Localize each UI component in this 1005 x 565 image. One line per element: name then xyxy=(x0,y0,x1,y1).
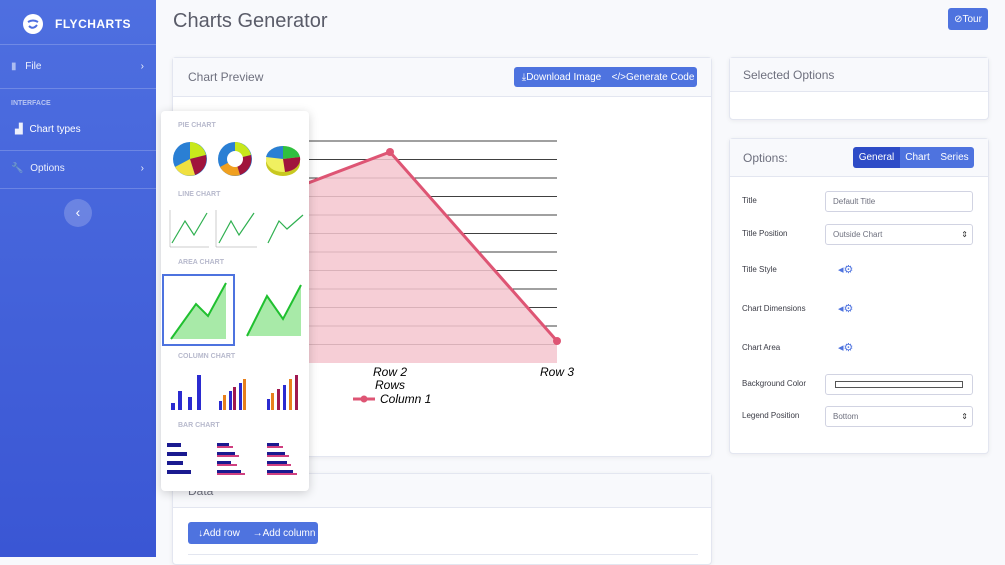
add-column-button[interactable]: → Add column xyxy=(250,522,318,544)
pie-thumbnails xyxy=(173,142,301,176)
sidebar: FLYCHARTS ▮ File › INTERFACE ▟ Chart type… xyxy=(0,0,156,557)
selected-options-card: Selected Options xyxy=(729,57,989,120)
logo xyxy=(23,14,43,34)
legend-label: Column 1 xyxy=(380,392,431,406)
add-row-button[interactable]: ↓ Add row xyxy=(188,522,250,544)
collapse-button[interactable]: ‹ xyxy=(64,199,92,227)
tour-label: Tour xyxy=(962,13,982,25)
section-title: BAR CHART xyxy=(178,422,220,429)
add-row-label: Add row xyxy=(203,527,240,539)
section-title: LINE CHART xyxy=(178,191,221,198)
tab-chart[interactable]: Chart xyxy=(900,147,935,168)
column-thumbnails xyxy=(171,375,298,410)
settings-toggle[interactable]: ◂⚙ xyxy=(838,303,854,315)
field-label: Legend Position xyxy=(742,411,800,420)
point xyxy=(386,148,394,156)
file-label: File xyxy=(25,61,42,72)
x-tick-label: Row 3 xyxy=(540,365,574,379)
field-label: Chart Area xyxy=(742,343,781,352)
selected-options-title: Selected Options xyxy=(730,58,988,92)
selected-value: Bottom xyxy=(833,412,859,421)
chart-type-menu: PIE CHART LINE CHART AREA CHART COLUMN C… xyxy=(161,111,309,491)
section-title: COLUMN CHART xyxy=(178,353,236,360)
tab-series[interactable]: Series xyxy=(935,147,974,168)
section-heading: INTERFACE xyxy=(11,100,51,107)
selected-value: Outside Chart xyxy=(833,230,883,239)
select-input[interactable]: Bottom ⇕ xyxy=(825,406,973,427)
tab-general[interactable]: General xyxy=(853,147,900,168)
options-menu[interactable]: 🔧 Options › xyxy=(11,163,144,174)
field-label: Title Position xyxy=(742,229,788,238)
file-menu[interactable]: ▮ File › xyxy=(11,61,144,72)
field-label: Title xyxy=(742,196,757,205)
section-title: AREA CHART xyxy=(178,259,225,266)
settings-toggle[interactable]: ◂⚙ xyxy=(838,264,854,276)
generate-code-button[interactable]: </> Generate Code xyxy=(609,67,697,87)
chart-types-menu[interactable]: ▟ Chart types xyxy=(15,124,81,135)
generate-code-label: Generate Code xyxy=(626,71,695,83)
field-label: Title Style xyxy=(742,265,777,274)
area-fill xyxy=(250,152,557,363)
download-button[interactable]: ⤓ Download Image xyxy=(514,67,609,87)
point xyxy=(553,337,561,345)
chart-thumbnails xyxy=(162,142,304,475)
tour-button[interactable]: ⊘ Tour xyxy=(948,8,988,30)
bar-thumbnails xyxy=(167,443,297,475)
color-input[interactable] xyxy=(825,374,973,395)
placeholder: Default Title xyxy=(833,197,876,206)
x-axis-title: Rows xyxy=(375,378,405,392)
page-title: Charts Generator xyxy=(173,10,328,32)
legend-marker xyxy=(360,395,368,403)
chart-types-label: Chart types xyxy=(29,124,81,135)
area-thumbnails xyxy=(170,282,302,340)
select-input[interactable]: Outside Chart ⇕ xyxy=(825,224,973,245)
options-label: Options xyxy=(30,163,65,174)
settings-toggle[interactable]: ◂⚙ xyxy=(838,342,854,354)
section-title: PIE CHART xyxy=(178,122,216,129)
field-label: Chart Dimensions xyxy=(742,304,806,313)
add-column-label: Add column xyxy=(262,527,316,539)
brand: FLYCHARTS xyxy=(55,17,132,31)
field-label: Background Color xyxy=(742,379,807,388)
options-card: Options: General Chart Series xyxy=(729,138,989,454)
selected-thumbnail xyxy=(162,274,235,346)
chart-preview: Row 2 Row 3 Rows Column 1 xyxy=(249,140,574,406)
text-input[interactable]: Default Title xyxy=(825,191,973,212)
line-thumbnails xyxy=(169,210,304,248)
download-label: Download Image xyxy=(526,71,602,83)
x-tick-label: Row 2 xyxy=(373,365,407,379)
